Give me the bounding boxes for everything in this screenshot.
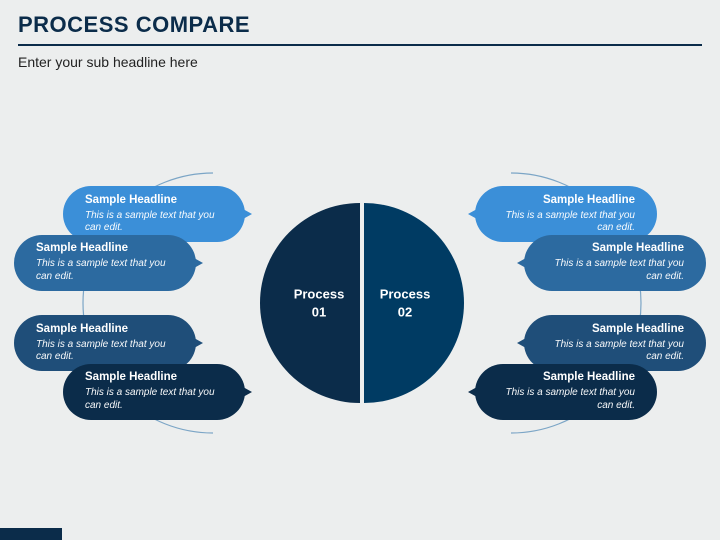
half-right-line2: 02: [398, 304, 412, 319]
diagram-stage: Process 01 Process 02 Sample Headline Thi…: [0, 96, 720, 510]
right-card-1-headline: Sample Headline: [487, 194, 635, 208]
right-card-2: Sample Headline This is a sample text tha…: [524, 235, 706, 291]
footer-accent: [0, 528, 62, 540]
right-card-4-desc: This is a sample text that you can edit.: [487, 387, 635, 412]
right-card-3-desc: This is a sample text that you can edit.: [536, 339, 684, 364]
right-pointer-1: [468, 209, 477, 219]
title-underline: [18, 44, 702, 46]
half-left-line1: Process: [294, 286, 345, 301]
left-card-3-headline: Sample Headline: [36, 323, 184, 337]
left-card-2-headline: Sample Headline: [36, 242, 184, 256]
half-right-label: Process 02: [364, 285, 464, 320]
right-pointer-4: [468, 387, 477, 397]
left-card-1-headline: Sample Headline: [85, 194, 233, 208]
left-pointer-1: [243, 209, 252, 219]
half-left-label: Process 01: [260, 285, 360, 320]
right-card-1-desc: This is a sample text that you can edit.: [487, 210, 635, 235]
half-right-line1: Process: [380, 286, 431, 301]
right-card-3-headline: Sample Headline: [536, 323, 684, 337]
right-card-4-headline: Sample Headline: [487, 371, 635, 385]
right-card-2-desc: This is a sample text that you can edit.: [536, 258, 684, 283]
right-card-1: Sample Headline This is a sample text tha…: [475, 186, 657, 242]
half-left-line2: 01: [312, 304, 326, 319]
left-pointer-4: [243, 387, 252, 397]
right-card-4: Sample Headline This is a sample text tha…: [475, 364, 657, 420]
right-pointer-3: [517, 338, 526, 348]
right-pointer-2: [517, 258, 526, 268]
left-card-4-desc: This is a sample text that you can edit.: [85, 387, 233, 412]
left-card-1-desc: This is a sample text that you can edit.: [85, 210, 233, 235]
left-pointer-2: [194, 258, 203, 268]
left-card-1: Sample Headline This is a sample text tha…: [63, 186, 245, 242]
left-card-3-desc: This is a sample text that you can edit.: [36, 339, 184, 364]
left-card-4-headline: Sample Headline: [85, 371, 233, 385]
title-bar: PROCESS COMPARE Enter your sub headline …: [0, 12, 720, 70]
left-card-2: Sample Headline This is a sample text tha…: [14, 235, 196, 291]
left-card-2-desc: This is a sample text that you can edit.: [36, 258, 184, 283]
left-card-4: Sample Headline This is a sample text tha…: [63, 364, 245, 420]
page-subtitle: Enter your sub headline here: [0, 54, 720, 70]
right-card-3: Sample Headline This is a sample text tha…: [524, 315, 706, 371]
right-card-2-headline: Sample Headline: [536, 242, 684, 256]
left-pointer-3: [194, 338, 203, 348]
page-title: PROCESS COMPARE: [0, 12, 720, 38]
left-card-3: Sample Headline This is a sample text tha…: [14, 315, 196, 371]
